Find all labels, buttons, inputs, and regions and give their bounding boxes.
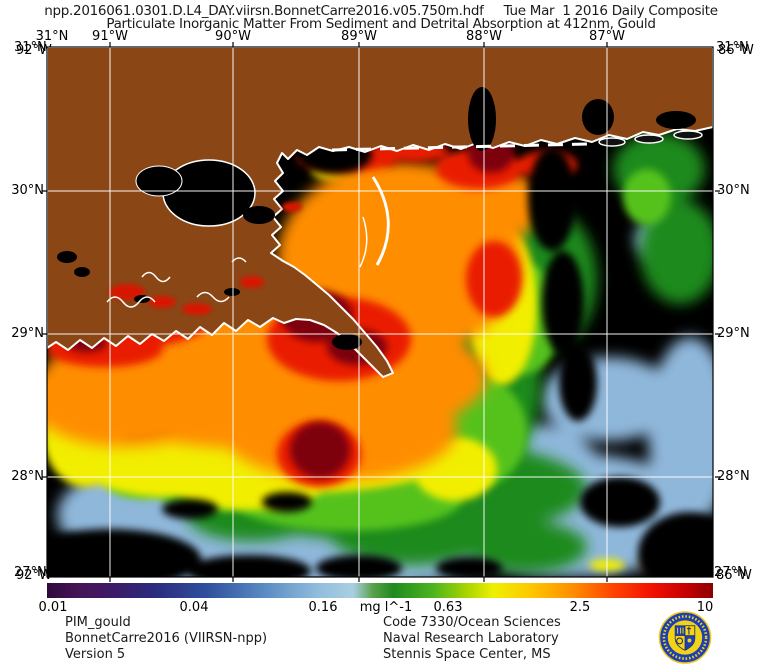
cloud-no-data-streaks bbox=[47, 130, 713, 577]
colorbar-tick-063: 0.63 bbox=[433, 600, 463, 615]
colorbar bbox=[47, 583, 713, 598]
axis-label-top-31n: 31°N bbox=[35, 29, 69, 44]
colorbar-tick-25: 2.5 bbox=[569, 600, 591, 615]
coastal-bay bbox=[656, 111, 696, 129]
inland-water bbox=[135, 87, 696, 350]
nrl-seal-logo bbox=[658, 611, 712, 664]
page-title: npp.2016061.0301.D.L4_DAY.viirsn.BonnetC… bbox=[44, 3, 718, 19]
chandeleur-islands-arc bbox=[371, 176, 390, 266]
corner-label-top-left: 31°N 92°W bbox=[14, 40, 52, 58]
axis-label-top-88w: 88°W bbox=[466, 29, 502, 44]
colorbar-tick-016: 0.16 bbox=[308, 600, 338, 615]
axis-label-left-30n: 30°N bbox=[11, 183, 44, 198]
marsh-detail bbox=[57, 202, 302, 315]
axis-label-top-87w: 87°W bbox=[589, 29, 625, 44]
axis-label-top-91w: 91°W bbox=[92, 29, 128, 44]
axis-label-top-90w: 90°W bbox=[215, 29, 251, 44]
axis-ticks bbox=[42, 42, 720, 582]
product-name: PIM_gould bbox=[65, 615, 131, 630]
org-name: Naval Research Laboratory bbox=[383, 631, 559, 646]
lake-borgne-channel bbox=[243, 206, 275, 224]
org-code: Code 7330/Ocean Sciences bbox=[383, 615, 561, 630]
corner-label-bottom-right: 27°N 86°W bbox=[714, 565, 752, 583]
graticule bbox=[47, 47, 713, 577]
org-location: Stennis Space Center, MS bbox=[383, 647, 551, 662]
colorbar-tick-004: 0.04 bbox=[179, 600, 209, 615]
axis-label-right-30n: 30°N bbox=[717, 183, 750, 198]
colorbar-unit-label: mg l^-1 bbox=[359, 600, 413, 615]
page-subtitle: Particulate Inorganic Matter From Sedime… bbox=[106, 16, 656, 32]
coastal-bay bbox=[468, 87, 496, 151]
colorbar-tick-10: 10 bbox=[696, 600, 714, 615]
colorbar-tick-001: 0.01 bbox=[38, 600, 68, 615]
axis-label-right-29n: 29°N bbox=[717, 326, 750, 341]
map-canvas bbox=[47, 47, 713, 577]
corner-label-top-right: 31°N 86°W bbox=[716, 40, 754, 58]
land-region bbox=[47, 47, 713, 378]
version-label: Version 5 bbox=[65, 647, 126, 662]
axis-label-left-28n: 28°N bbox=[11, 469, 44, 484]
project-name: BonnetCarre2016 (VIIRSN-npp) bbox=[65, 631, 268, 646]
lake-maurepas bbox=[135, 165, 183, 197]
axis-label-right-28n: 28°N bbox=[717, 469, 750, 484]
barrier-islands bbox=[331, 130, 703, 268]
delta-pond bbox=[332, 334, 362, 350]
satellite-pim-map bbox=[42, 42, 720, 582]
lake-pontchartrain bbox=[162, 159, 256, 227]
axis-label-top-89w: 89°W bbox=[341, 29, 377, 44]
corner-label-bottom-left: 27°N 92°W bbox=[14, 565, 52, 583]
axis-label-left-29n: 29°N bbox=[11, 326, 44, 341]
coastal-bay bbox=[582, 99, 614, 135]
seal-ring-text bbox=[662, 615, 708, 660]
map-border bbox=[46, 46, 714, 578]
